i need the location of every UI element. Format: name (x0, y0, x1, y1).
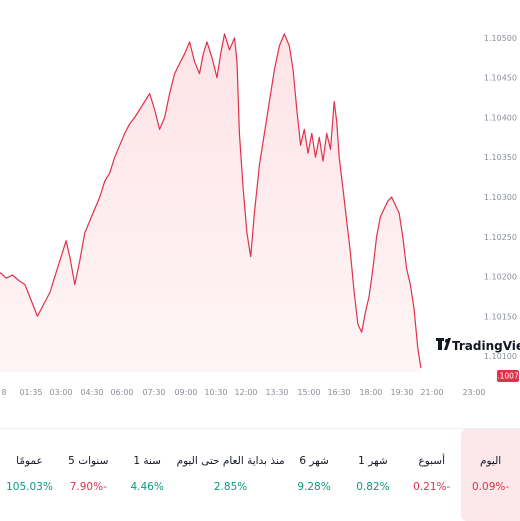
performance-period-value: 7.90%- (69, 481, 107, 493)
x-tick-label: 09:00 (174, 388, 197, 397)
y-tick-label: 1.10400 (484, 114, 517, 123)
x-tick-label: 18:00 (359, 388, 382, 397)
price-axis[interactable]: 1.10500 1.10450 1.10400 1.10350 1.10300 1.102… (484, 34, 517, 361)
price-area-fill (0, 33, 421, 373)
performance-period-label: 5 سنوات (68, 455, 109, 467)
x-tick-label: 07:30 (142, 388, 165, 397)
performance-period-value: 105.03% (6, 481, 53, 493)
x-tick-label: 16:30 (327, 388, 350, 397)
performance-period-2[interactable]: 1 شهر 0.82% (343, 429, 402, 521)
y-tick-label: 1.10450 (484, 74, 517, 83)
performance-period-label: منذ بداية العام حتى اليوم (176, 455, 285, 467)
last-price-label: 1.10075 (492, 372, 520, 381)
price-area-layer (0, 33, 422, 373)
y-tick-label: 1.10350 (484, 153, 517, 162)
y-tick-label: 1.10500 (484, 34, 517, 43)
last-price-badge: 1.10075 (492, 370, 520, 382)
price-chart[interactable]: 1.10500 1.10450 1.10400 1.10350 1.10300 1.102… (0, 0, 520, 400)
x-tick-label: 23:00 (462, 388, 485, 397)
performance-period-value: 4.46% (130, 481, 164, 493)
performance-period-7[interactable]: عمومًا 105.03% (0, 429, 59, 521)
performance-period-0[interactable]: اليوم 0.09%- (461, 429, 520, 521)
x-tick-label: 19:30 (390, 388, 413, 397)
performance-period-label: 1 شهر (358, 455, 388, 467)
tradingview-watermark: TradingView (436, 338, 520, 353)
x-tick-label: 12:00 (234, 388, 257, 397)
performance-period-value: 0.09%- (472, 481, 510, 493)
x-tick-label: 03:00 (49, 388, 72, 397)
x-tick-label: 10:30 (204, 388, 227, 397)
performance-period-3[interactable]: 6 شهر 9.28% (285, 429, 344, 521)
x-tick-label: 21:00 (420, 388, 443, 397)
performance-period-1[interactable]: أسبوع 0.21%- (402, 429, 461, 521)
y-tick-label: 1.10100 (484, 352, 517, 361)
y-tick-label: 1.10200 (484, 273, 517, 282)
performance-period-value: 0.82% (356, 481, 390, 493)
performance-period-label: عمومًا (16, 455, 43, 467)
performance-strip: اليوم 0.09%- أسبوع 0.21%- 1 شهر 0.82% 6 شهر 9.2… (0, 428, 520, 521)
performance-period-4[interactable]: منذ بداية العام حتى اليوم 2.85% (177, 429, 285, 521)
x-tick-label: 01:35 (19, 388, 42, 397)
x-tick-label: 06:00 (110, 388, 133, 397)
performance-period-6[interactable]: 5 سنوات 7.90%- (59, 429, 118, 521)
x-tick-label: 8 (1, 388, 6, 397)
performance-period-value: 2.85% (213, 481, 248, 493)
performance-period-value: 0.21%- (413, 481, 451, 493)
tradingview-wordmark: TradingView (452, 339, 520, 353)
price-line (0, 33, 422, 369)
performance-period-label: 6 شهر (299, 455, 329, 467)
performance-period-5[interactable]: 1 سنة 4.46% (118, 429, 177, 521)
time-axis[interactable]: 8 01:35 03:00 04:30 06:00 07:30 09:00 10:30 12:0… (1, 388, 485, 397)
performance-period-label: اليوم (479, 455, 502, 467)
y-tick-label: 1.10300 (484, 193, 517, 202)
x-tick-label: 13:30 (265, 388, 288, 397)
performance-period-label: أسبوع (418, 455, 446, 467)
performance-period-label: 1 سنة (133, 455, 161, 467)
y-tick-label: 1.10250 (484, 233, 517, 242)
y-tick-label: 1.10150 (484, 312, 517, 321)
x-tick-label: 04:30 (80, 388, 103, 397)
tradingview-logo-icon (436, 338, 451, 350)
x-tick-label: 15:00 (297, 388, 320, 397)
performance-period-value: 9.28% (297, 481, 331, 493)
